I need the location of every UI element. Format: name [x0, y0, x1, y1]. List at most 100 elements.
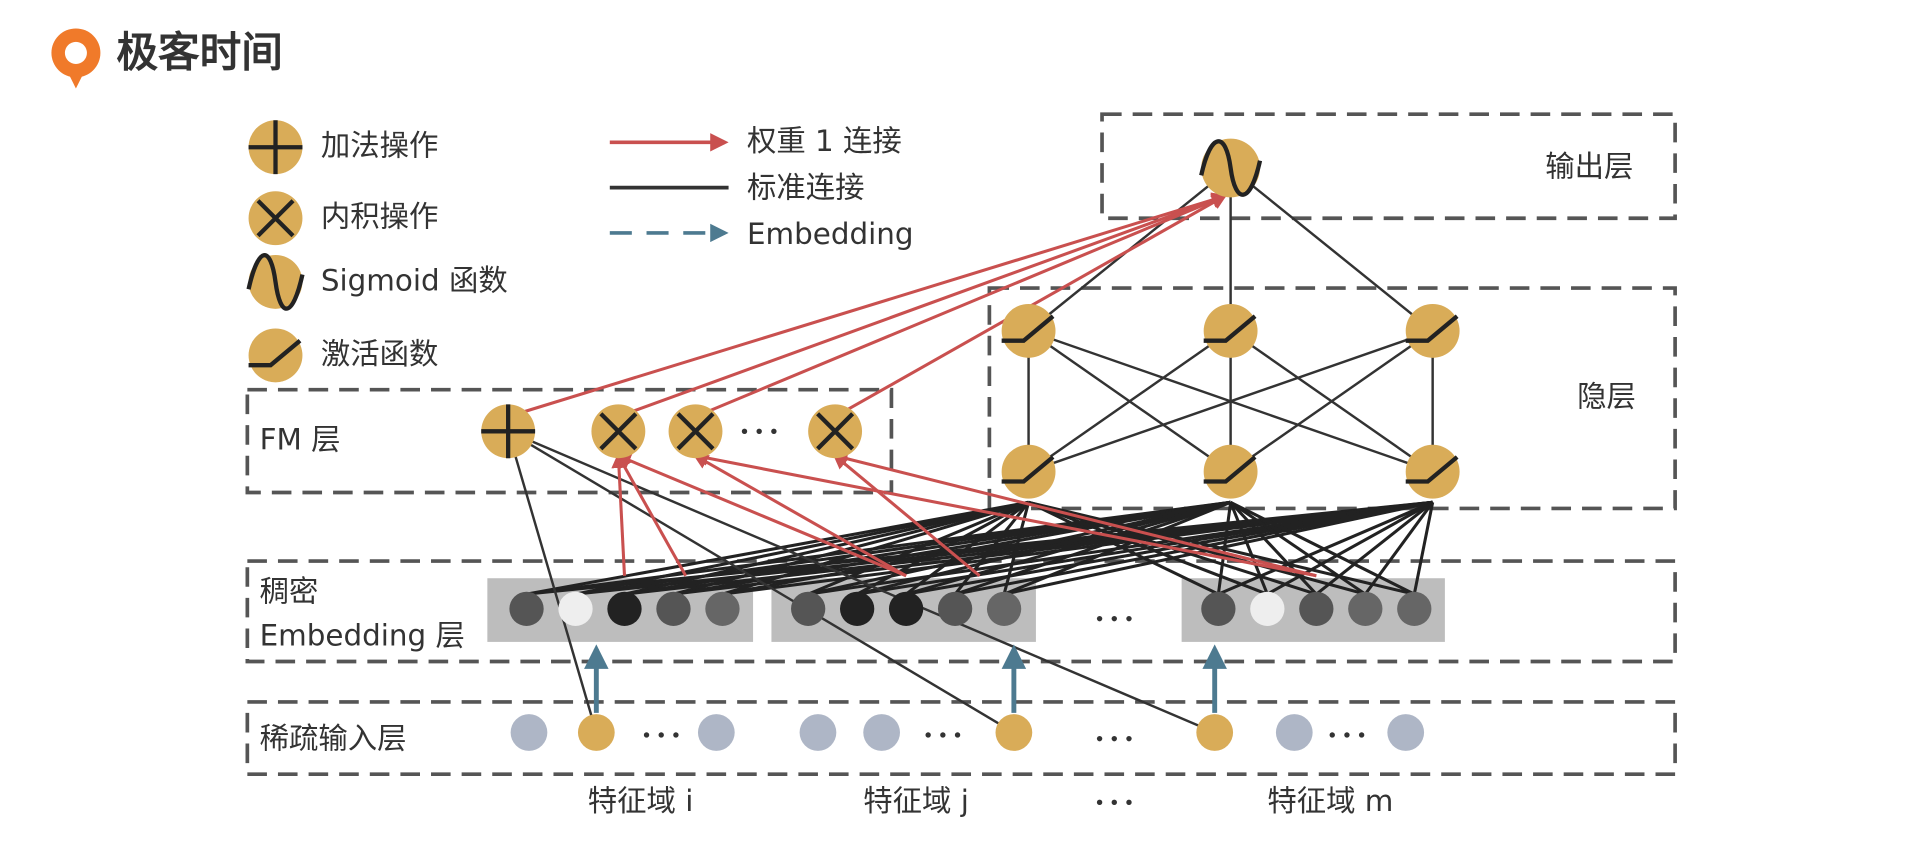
- node-icon: [1405, 455, 1459, 484]
- layer-label: 稀疏输入层: [260, 721, 407, 755]
- node: [1203, 444, 1258, 499]
- ellipsis-dot: [771, 428, 777, 434]
- connection: [807, 500, 1030, 596]
- arrow: [832, 451, 1317, 578]
- ellipsis-dot: [1111, 615, 1117, 622]
- arrow: [832, 453, 981, 577]
- legend-label: 加法操作: [321, 129, 439, 163]
- network: [246, 120, 1460, 806]
- legend-label: 标准连接: [747, 170, 865, 204]
- embedding-unit: [607, 591, 642, 626]
- connection: [1028, 500, 1415, 596]
- legend-label: 权重 1 连接: [747, 124, 902, 158]
- connection: [506, 430, 598, 733]
- input-unit: [799, 714, 837, 751]
- connection: [1229, 167, 1434, 332]
- ellipsis-dot: [741, 428, 748, 434]
- connection: [722, 500, 1433, 596]
- connection: [1028, 500, 1268, 596]
- embedding-unit: [705, 591, 740, 626]
- input-unit: [510, 714, 548, 751]
- ellipsis-dot: [658, 732, 664, 738]
- layer-label: Embedding 层: [260, 619, 465, 653]
- embedding-unit: [1348, 591, 1383, 626]
- embedding-unit: [509, 591, 544, 626]
- connection: [1315, 501, 1434, 596]
- connection: [722, 500, 1231, 596]
- input-unit: [1387, 714, 1425, 751]
- ellipsis-dot: [1096, 735, 1103, 742]
- node-icon: [481, 404, 536, 459]
- input-unit: [577, 714, 615, 751]
- connection: [507, 430, 1216, 734]
- connection: [1364, 501, 1434, 596]
- connection: [575, 500, 1029, 596]
- layer-label: 输出层: [1545, 150, 1633, 184]
- sparse-box: [245, 700, 1677, 776]
- input-unit: [1275, 714, 1313, 751]
- embedding-unit: [1250, 591, 1285, 626]
- connection: [1229, 501, 1318, 596]
- connection: [722, 500, 1030, 596]
- connection: [1229, 501, 1269, 595]
- node: [248, 328, 303, 383]
- arrow: [616, 453, 688, 577]
- ellipsis-dot: [925, 732, 931, 738]
- arrow: [692, 454, 907, 578]
- embedding-unit: [888, 591, 924, 626]
- ellipsis-dot: [940, 732, 946, 738]
- ellipsis-dot: [1111, 799, 1117, 806]
- legend-label: 内积操作: [321, 200, 439, 234]
- ellipsis-dot: [1329, 732, 1335, 738]
- ellipsis-dot: [1111, 735, 1117, 742]
- node-icon: [256, 199, 295, 238]
- node-icon: [248, 120, 303, 175]
- node-icon: [816, 412, 855, 451]
- connection: [1002, 501, 1031, 595]
- logo-text: 极客时间: [116, 27, 283, 76]
- embedding-unit: [1397, 591, 1432, 626]
- connection: [905, 500, 1232, 596]
- embedding-unit: [1201, 591, 1236, 626]
- connection: [1229, 329, 1434, 473]
- ellipsis-dot: [1344, 732, 1350, 738]
- embedding-unit: [986, 591, 1022, 626]
- ellipsis-dot: [954, 732, 961, 738]
- ellipsis-dot: [673, 732, 679, 738]
- field-label: 特征域 j: [863, 784, 969, 818]
- ellipsis-dot: [1126, 735, 1132, 742]
- embedding-unit: [1299, 591, 1334, 626]
- connection: [1027, 329, 1232, 473]
- ellipsis-dot: [1096, 799, 1103, 806]
- connection: [856, 500, 1030, 596]
- embedding-unit: [937, 591, 973, 626]
- node: [1405, 444, 1460, 499]
- arrow: [617, 193, 1228, 419]
- arrow: [507, 192, 1228, 419]
- field-label: 特征域 m: [1267, 784, 1393, 818]
- input-unit: [863, 714, 900, 751]
- embedding-unit: [840, 591, 875, 626]
- connection: [507, 430, 1015, 734]
- arrow: [611, 452, 627, 576]
- node-icon: [1001, 455, 1055, 484]
- ellipsis-dot: [643, 732, 650, 738]
- arrow: [692, 450, 1317, 578]
- node-icon: [248, 339, 302, 368]
- input-unit: [1196, 714, 1234, 751]
- connection: [1229, 501, 1367, 596]
- embedding-unit: [558, 591, 593, 626]
- embedding-unit: [791, 591, 826, 626]
- node-icon: [1199, 139, 1263, 197]
- input-unit: [697, 714, 735, 751]
- arrow: [694, 193, 1228, 419]
- connection: [1412, 502, 1435, 595]
- hidden-box: [987, 286, 1677, 511]
- legend-label: 激活函数: [321, 337, 439, 371]
- connection: [1266, 500, 1434, 596]
- ellipsis-dot: [1126, 799, 1132, 806]
- fm-box: [245, 387, 894, 495]
- layer-label: FM 层: [260, 423, 341, 457]
- connection: [954, 500, 1232, 596]
